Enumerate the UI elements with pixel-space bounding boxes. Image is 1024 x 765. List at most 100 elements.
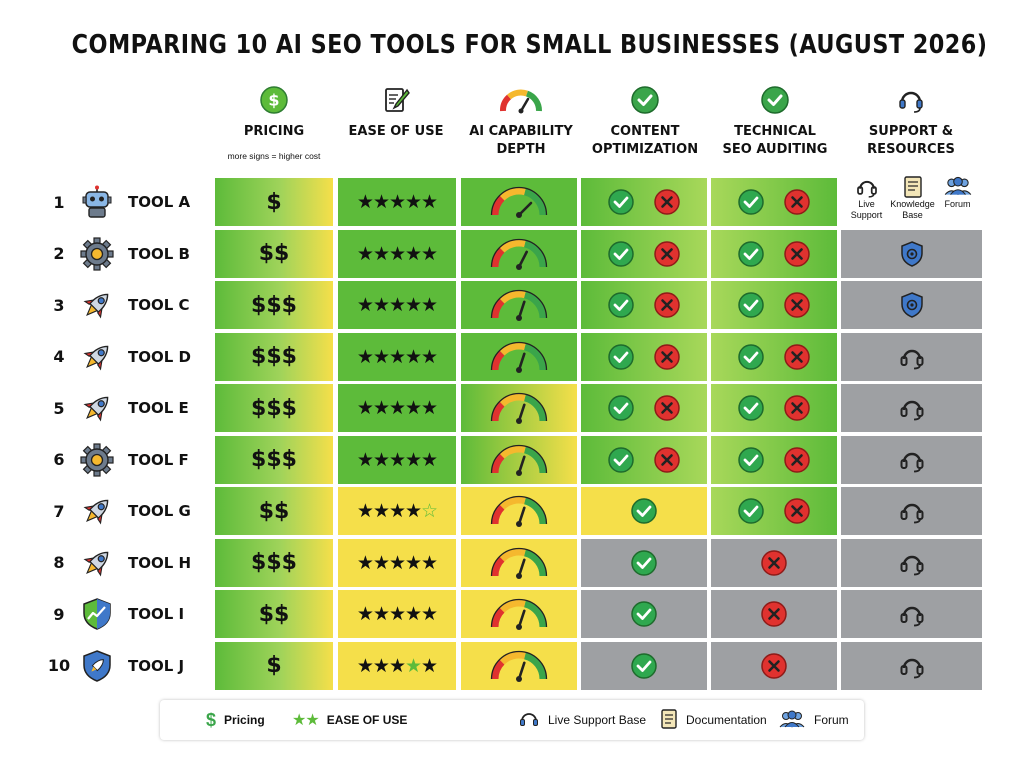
content-optimization-cell bbox=[581, 178, 707, 226]
ease-cell: ★★★★★ bbox=[338, 641, 456, 690]
header-support-label-1: SUPPORT & bbox=[868, 124, 954, 139]
pricing-cell: $$$ bbox=[215, 538, 333, 587]
gauge-icon bbox=[490, 238, 548, 270]
legend: $ Pricing ★★ EASE OF USE Live Support Ba… bbox=[160, 700, 864, 740]
check-icon bbox=[608, 446, 634, 473]
ease-cell: ★★★★★ bbox=[338, 435, 456, 484]
live-support-resource: Live Support bbox=[849, 175, 885, 221]
document-icon bbox=[660, 708, 678, 733]
table-row: 4 TOOL D $$$ ★★★★★ bbox=[40, 332, 982, 381]
technical-seo-cell bbox=[711, 641, 837, 690]
pricing-cell: $$$ bbox=[215, 435, 333, 484]
tool-rank: 4 bbox=[53, 347, 65, 366]
support-cell bbox=[841, 435, 982, 484]
technical-seo-cell bbox=[711, 384, 837, 432]
gauge-icon bbox=[490, 650, 548, 682]
dollar-icon: $ bbox=[206, 709, 217, 730]
rocket-icon bbox=[80, 494, 114, 528]
forum-users-icon bbox=[944, 176, 971, 195]
cross-icon bbox=[784, 189, 810, 215]
header-ai-label-2: DEPTH bbox=[496, 142, 546, 157]
price-level: $ bbox=[266, 653, 282, 678]
content-optimization-cell bbox=[581, 281, 707, 329]
price-level: $$ bbox=[258, 498, 290, 524]
price-level: $$$ bbox=[251, 395, 297, 421]
technical-seo-cell bbox=[711, 435, 837, 484]
support-cell bbox=[841, 384, 982, 432]
gauge-icon bbox=[462, 85, 580, 115]
comparison-table: 1 TOOL A $ ★★★★★ Live Support Knowledge Base For… bbox=[40, 175, 982, 695]
pricing-cell: $$ bbox=[215, 487, 333, 535]
legend-pricing-label: Pricing bbox=[224, 713, 265, 727]
shield-gear-icon bbox=[900, 240, 923, 267]
check-circle-icon bbox=[582, 85, 708, 115]
check-icon bbox=[608, 292, 634, 318]
headset-icon bbox=[900, 606, 923, 627]
star-rating: ★★★★★ bbox=[356, 603, 438, 625]
headset-icon bbox=[900, 555, 923, 575]
tool-name: TOOL I bbox=[128, 605, 185, 623]
content-optimization-cell bbox=[581, 229, 707, 278]
cross-icon bbox=[784, 240, 810, 267]
legend-live: Live Support Base bbox=[518, 700, 646, 740]
tool-name: TOOL G bbox=[128, 502, 191, 520]
dollar-coin-icon: $ bbox=[218, 85, 330, 115]
svg-text:$: $ bbox=[268, 91, 279, 110]
technical-seo-cell bbox=[711, 332, 837, 381]
star-rating: ★★★★★ bbox=[356, 242, 438, 265]
check-icon bbox=[608, 395, 634, 421]
headset-icon bbox=[900, 349, 923, 369]
ai-depth-cell bbox=[461, 178, 577, 226]
tool-rank: 8 bbox=[53, 553, 65, 572]
tool-rank: 2 bbox=[53, 244, 65, 263]
check-icon bbox=[738, 292, 764, 318]
legend-doc: Documentation bbox=[660, 700, 767, 740]
header-tech-label-1: TECHNICAL bbox=[734, 124, 816, 139]
cross-icon bbox=[761, 601, 787, 627]
header-ai: AI CAPABILITY DEPTH bbox=[462, 85, 580, 159]
star-rating: ★★★★★ bbox=[356, 654, 438, 677]
table-row: 3 TOOL C $$$ ★★★★★ bbox=[40, 281, 982, 329]
content-optimization-cell bbox=[581, 538, 707, 587]
content-optimization-cell bbox=[581, 487, 707, 535]
forum-resource: Forum bbox=[941, 175, 975, 210]
star-icon: ★★ bbox=[292, 712, 320, 729]
support-cell bbox=[841, 641, 982, 690]
header-support: SUPPORT & RESOURCES bbox=[842, 85, 980, 159]
ease-cell: ★★★★★ bbox=[338, 281, 456, 329]
tool-rank: 1 bbox=[53, 192, 65, 212]
check-icon bbox=[738, 498, 764, 524]
headset-icon bbox=[900, 658, 923, 678]
check-icon bbox=[608, 189, 634, 215]
header-pricing: $ PRICING more signs = higher cost bbox=[218, 85, 330, 165]
check-icon bbox=[631, 601, 657, 627]
check-icon bbox=[738, 395, 764, 421]
check-icon bbox=[631, 652, 657, 679]
cross-icon bbox=[654, 189, 680, 215]
ease-cell: ★★★★★ bbox=[338, 538, 456, 587]
content-optimization-cell bbox=[581, 384, 707, 432]
support-cell bbox=[841, 229, 982, 278]
price-level: $$ bbox=[258, 241, 290, 266]
cross-icon bbox=[654, 343, 680, 370]
forum-label: Forum bbox=[944, 199, 971, 209]
pricing-cell: $$ bbox=[215, 590, 333, 638]
check-icon bbox=[738, 446, 764, 473]
header-content: CONTENT OPTIMIZATION bbox=[582, 85, 708, 159]
header-content-label-1: CONTENT bbox=[610, 124, 680, 139]
gauge-icon bbox=[490, 598, 548, 630]
ease-cell: ★★★★☆ bbox=[338, 487, 456, 535]
price-level: $$$ bbox=[251, 447, 297, 472]
technical-seo-cell bbox=[711, 178, 837, 226]
ease-cell: ★★★★★ bbox=[338, 590, 456, 638]
support-cell bbox=[841, 487, 982, 535]
check-circle-icon bbox=[712, 85, 838, 115]
cross-icon bbox=[761, 652, 787, 679]
cross-icon bbox=[784, 343, 810, 370]
cross-icon bbox=[784, 395, 810, 421]
header-ai-label-1: AI CAPABILITY bbox=[469, 124, 573, 139]
check-icon bbox=[608, 343, 634, 370]
table-row: 2 TOOL B $$ ★★★★★ bbox=[40, 229, 982, 278]
table-row: 6 TOOL F $$$ ★★★★★ bbox=[40, 435, 982, 484]
table-row: 7 TOOL G $$ ★★★★☆ bbox=[40, 487, 982, 535]
